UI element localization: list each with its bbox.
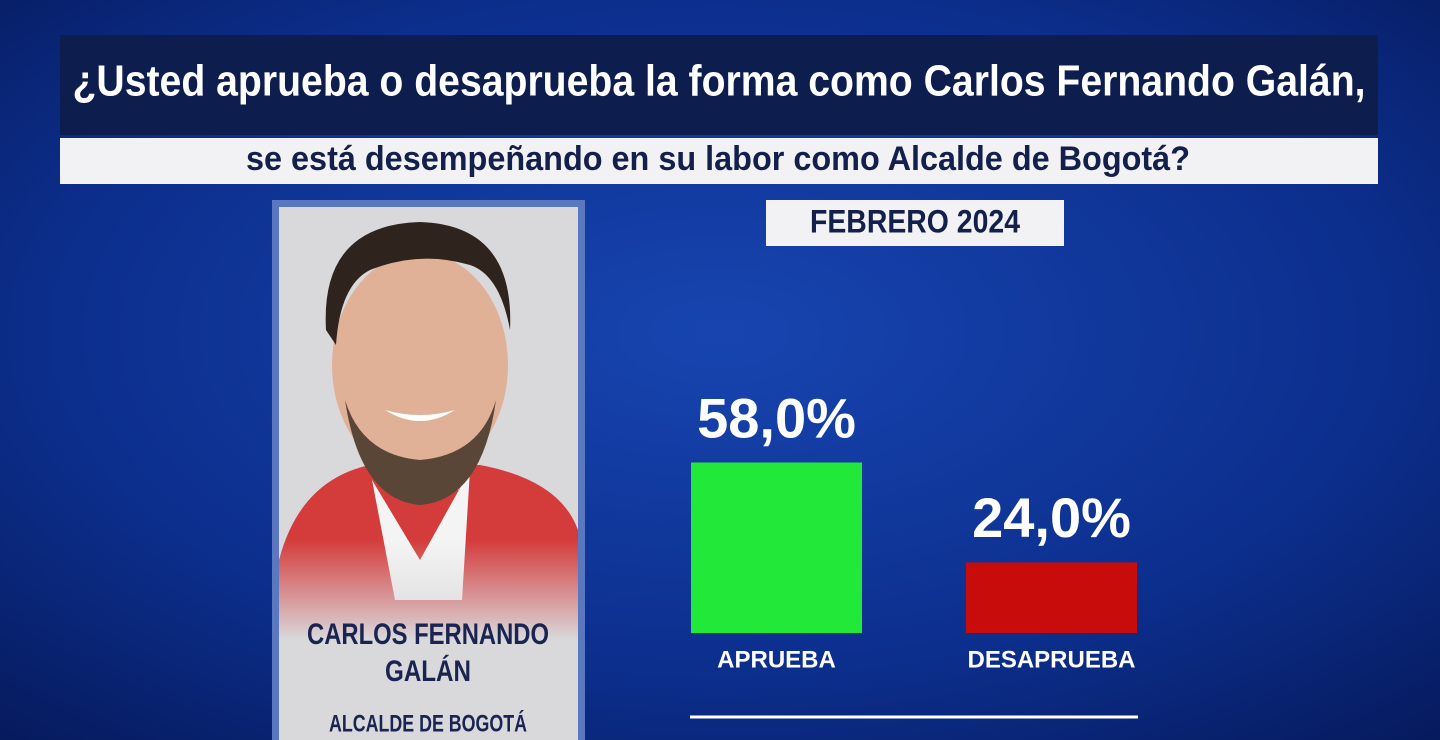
value-label: 24,0% <box>972 486 1131 549</box>
subtitle: FEBRERO 2024 <box>810 203 1020 239</box>
bar <box>691 462 862 633</box>
value-label: 58,0% <box>697 386 856 449</box>
bar <box>966 562 1137 633</box>
title-band-2 <box>60 138 1378 184</box>
beard <box>345 400 496 505</box>
photo-fade <box>279 540 578 640</box>
smile <box>385 410 455 421</box>
category-label: APRUEBA <box>717 646 836 673</box>
person-name: GALÁN <box>385 654 471 688</box>
card-caption-bg <box>279 640 578 740</box>
title-line: ¿Usted aprueba o desaprueba la forma com… <box>73 57 1366 106</box>
person-role: ALCALDE DE BOGOTÁ <box>329 709 527 737</box>
face <box>332 253 508 477</box>
hair <box>325 222 511 345</box>
title-line: se está desempeñando en su labor como Al… <box>246 140 1190 178</box>
title-band <box>60 35 1378 135</box>
person-name: CARLOS FERNANDO <box>307 618 549 651</box>
category-label: DESAPRUEBA <box>967 646 1135 673</box>
person-card: CARLOS FERNANDO GALÁN ALCALDE DE BOGOTÁ <box>272 200 585 740</box>
date-box <box>766 200 1064 246</box>
